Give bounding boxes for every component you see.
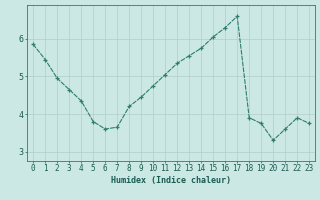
X-axis label: Humidex (Indice chaleur): Humidex (Indice chaleur) bbox=[111, 176, 231, 185]
